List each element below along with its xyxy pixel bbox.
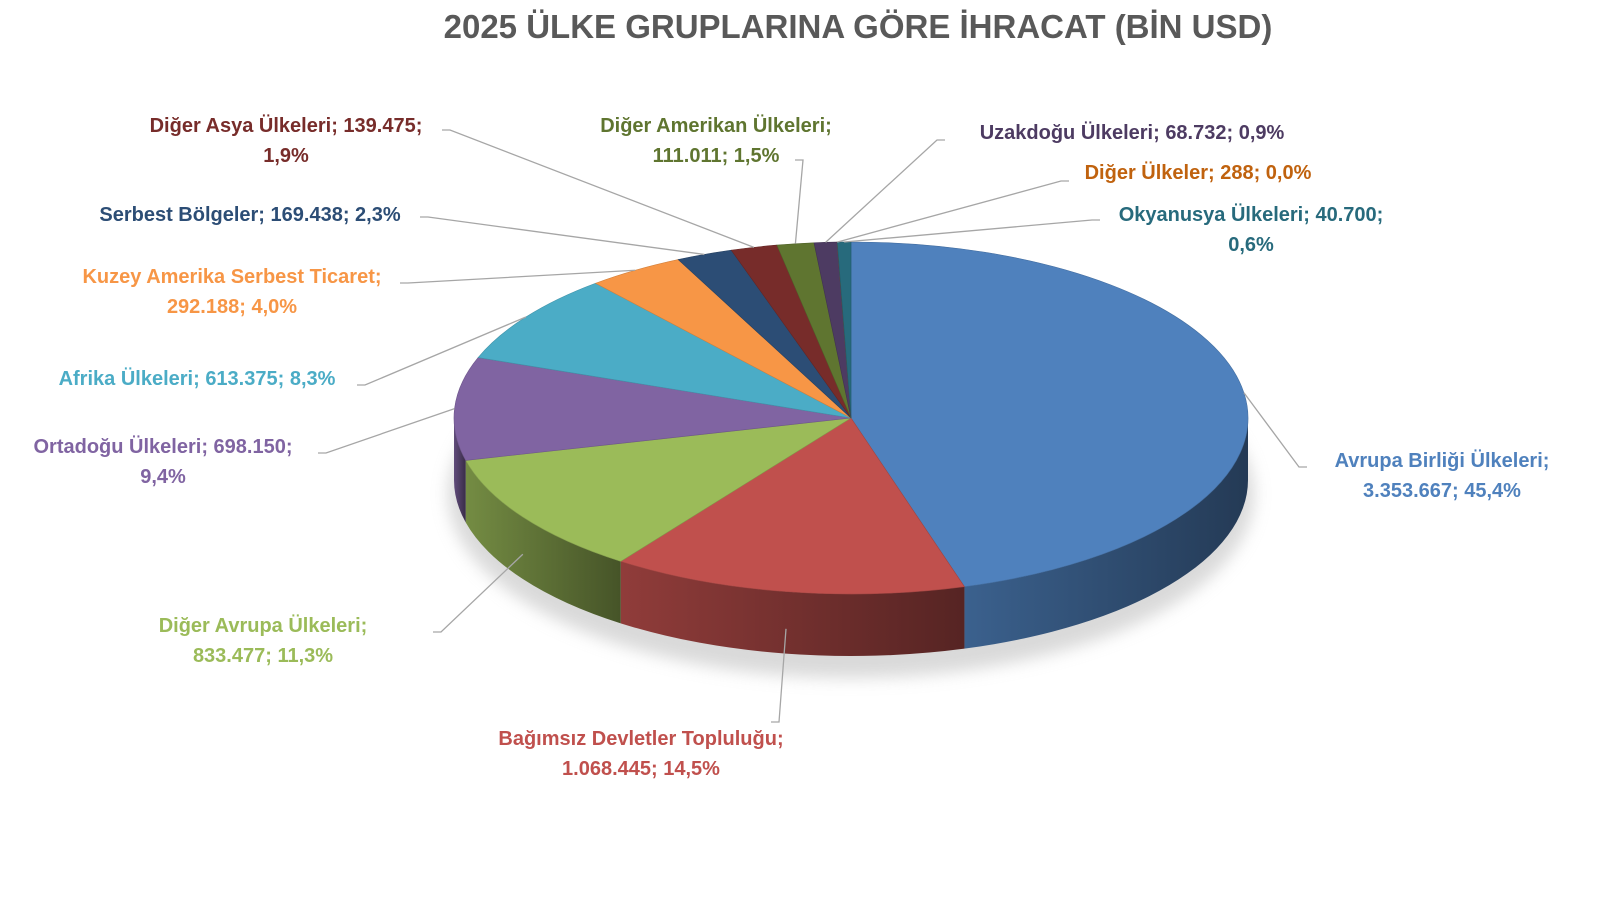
label-value: 698.150; (213, 436, 293, 458)
label-percent: 9,4% (140, 466, 186, 488)
label-percent: 1,5% (733, 145, 780, 167)
pie-slice (620, 417, 965, 595)
label-percent: 11,3% (277, 645, 334, 667)
data-label: Afrika Ülkeleri; 613.375; 8,3% (59, 364, 336, 394)
data-label: Diğer Amerikan Ülkeleri; 111.011; 1,5% (600, 111, 832, 171)
leader-line (771, 628, 787, 723)
label-percent: 0,0% (1265, 162, 1312, 184)
label-name: Okyanusya Ülkeleri; (1118, 204, 1316, 226)
chart-title: 2025 ÜLKE GRUPLARINA GÖRE İHRACAT (BİN U… (443, 8, 1273, 45)
leader-line (433, 553, 524, 633)
label-value: 169.438; (270, 204, 356, 226)
label-value: 139.475; (343, 115, 423, 137)
label-percent: 4,0% (251, 296, 298, 318)
label-name: Uzakdoğu Ülkeleri; (979, 122, 1166, 144)
label-name: Avrupa Birliği Ülkeleri; (1334, 450, 1550, 472)
label-value: 3.353.667; (1363, 480, 1465, 502)
label-name: Diğer Amerikan Ülkeleri; (600, 115, 832, 137)
data-label: Serbest Bölgeler; 169.438; 2,3% (99, 200, 400, 230)
pie-slice-side (454, 418, 466, 523)
leader-line (442, 129, 755, 248)
data-label: Kuzey Amerika Serbest Ticaret; 292.188; … (82, 262, 381, 322)
data-label: Diğer Avrupa Ülkeleri; 833.477; 11,3% (159, 611, 368, 671)
label-value: 288; (1220, 162, 1266, 184)
label-percent: 14,5% (663, 758, 720, 780)
label-value: 613.375; (205, 368, 290, 390)
label-name: Afrika Ülkeleri; (58, 368, 206, 390)
leader-line (844, 219, 1100, 243)
data-label: Okyanusya Ülkeleri; 40.700; 0,6% (1119, 200, 1384, 260)
label-percent: 0,6% (1228, 234, 1274, 256)
label-name: Diğer Avrupa Ülkeleri; (158, 615, 368, 637)
leader-line (318, 407, 455, 454)
label-percent: 8,3% (289, 368, 336, 390)
label-name: Diğer Ülkeler; (1084, 162, 1221, 184)
data-label: Diğer Ülkeler; 288; 0,0% (1085, 158, 1312, 188)
label-percent: 2,3% (355, 204, 401, 226)
leader-line (400, 269, 636, 284)
data-label: Ortadoğu Ülkeleri; 698.150; 9,4% (34, 432, 293, 492)
label-value: 292.188; (166, 296, 252, 318)
data-label: Bağımsız Devletler Topluluğu; 1.068.445;… (498, 724, 783, 784)
leader-line (837, 180, 1069, 243)
data-label: Diğer Asya Ülkeleri; 139.475; 1,9% (150, 111, 423, 171)
leader-line (357, 316, 527, 386)
pie-slice-side (964, 418, 1248, 649)
pie-slice (477, 282, 852, 419)
label-percent: 1,9% (263, 145, 309, 167)
label-name: Bağımsız Devletler Topluluğu; (498, 728, 784, 750)
label-value: 111.011; (652, 145, 734, 167)
label-value: 68.732; (1165, 122, 1239, 144)
label-name: Diğer Asya Ülkeleri; (149, 115, 344, 137)
data-label: Uzakdoğu Ülkeleri; 68.732; 0,9% (980, 118, 1285, 148)
label-value: 1.068.445; (562, 758, 664, 780)
pie-slice (453, 357, 852, 461)
pie-slice (850, 241, 1249, 587)
data-label: Avrupa Birliği Ülkeleri; 3.353.667; 45,4… (1335, 446, 1550, 506)
leader-line (420, 216, 705, 256)
pie-slice (465, 417, 852, 562)
label-name: Serbest Bölgeler; (99, 204, 271, 226)
label-name: Kuzey Amerika Serbest Ticaret; (82, 266, 382, 288)
label-percent: 45,4% (1464, 480, 1521, 502)
leader-line (794, 159, 804, 244)
label-value: 833.477; (192, 645, 278, 667)
pie-slice-side (620, 561, 965, 656)
leader-line (1243, 392, 1307, 468)
leader-line (825, 139, 945, 243)
label-percent: 0,9% (1238, 122, 1285, 144)
label-value: 40.700; (1315, 204, 1384, 226)
pie-slice-side (465, 460, 621, 624)
label-name: Ortadoğu Ülkeleri; (33, 436, 214, 458)
